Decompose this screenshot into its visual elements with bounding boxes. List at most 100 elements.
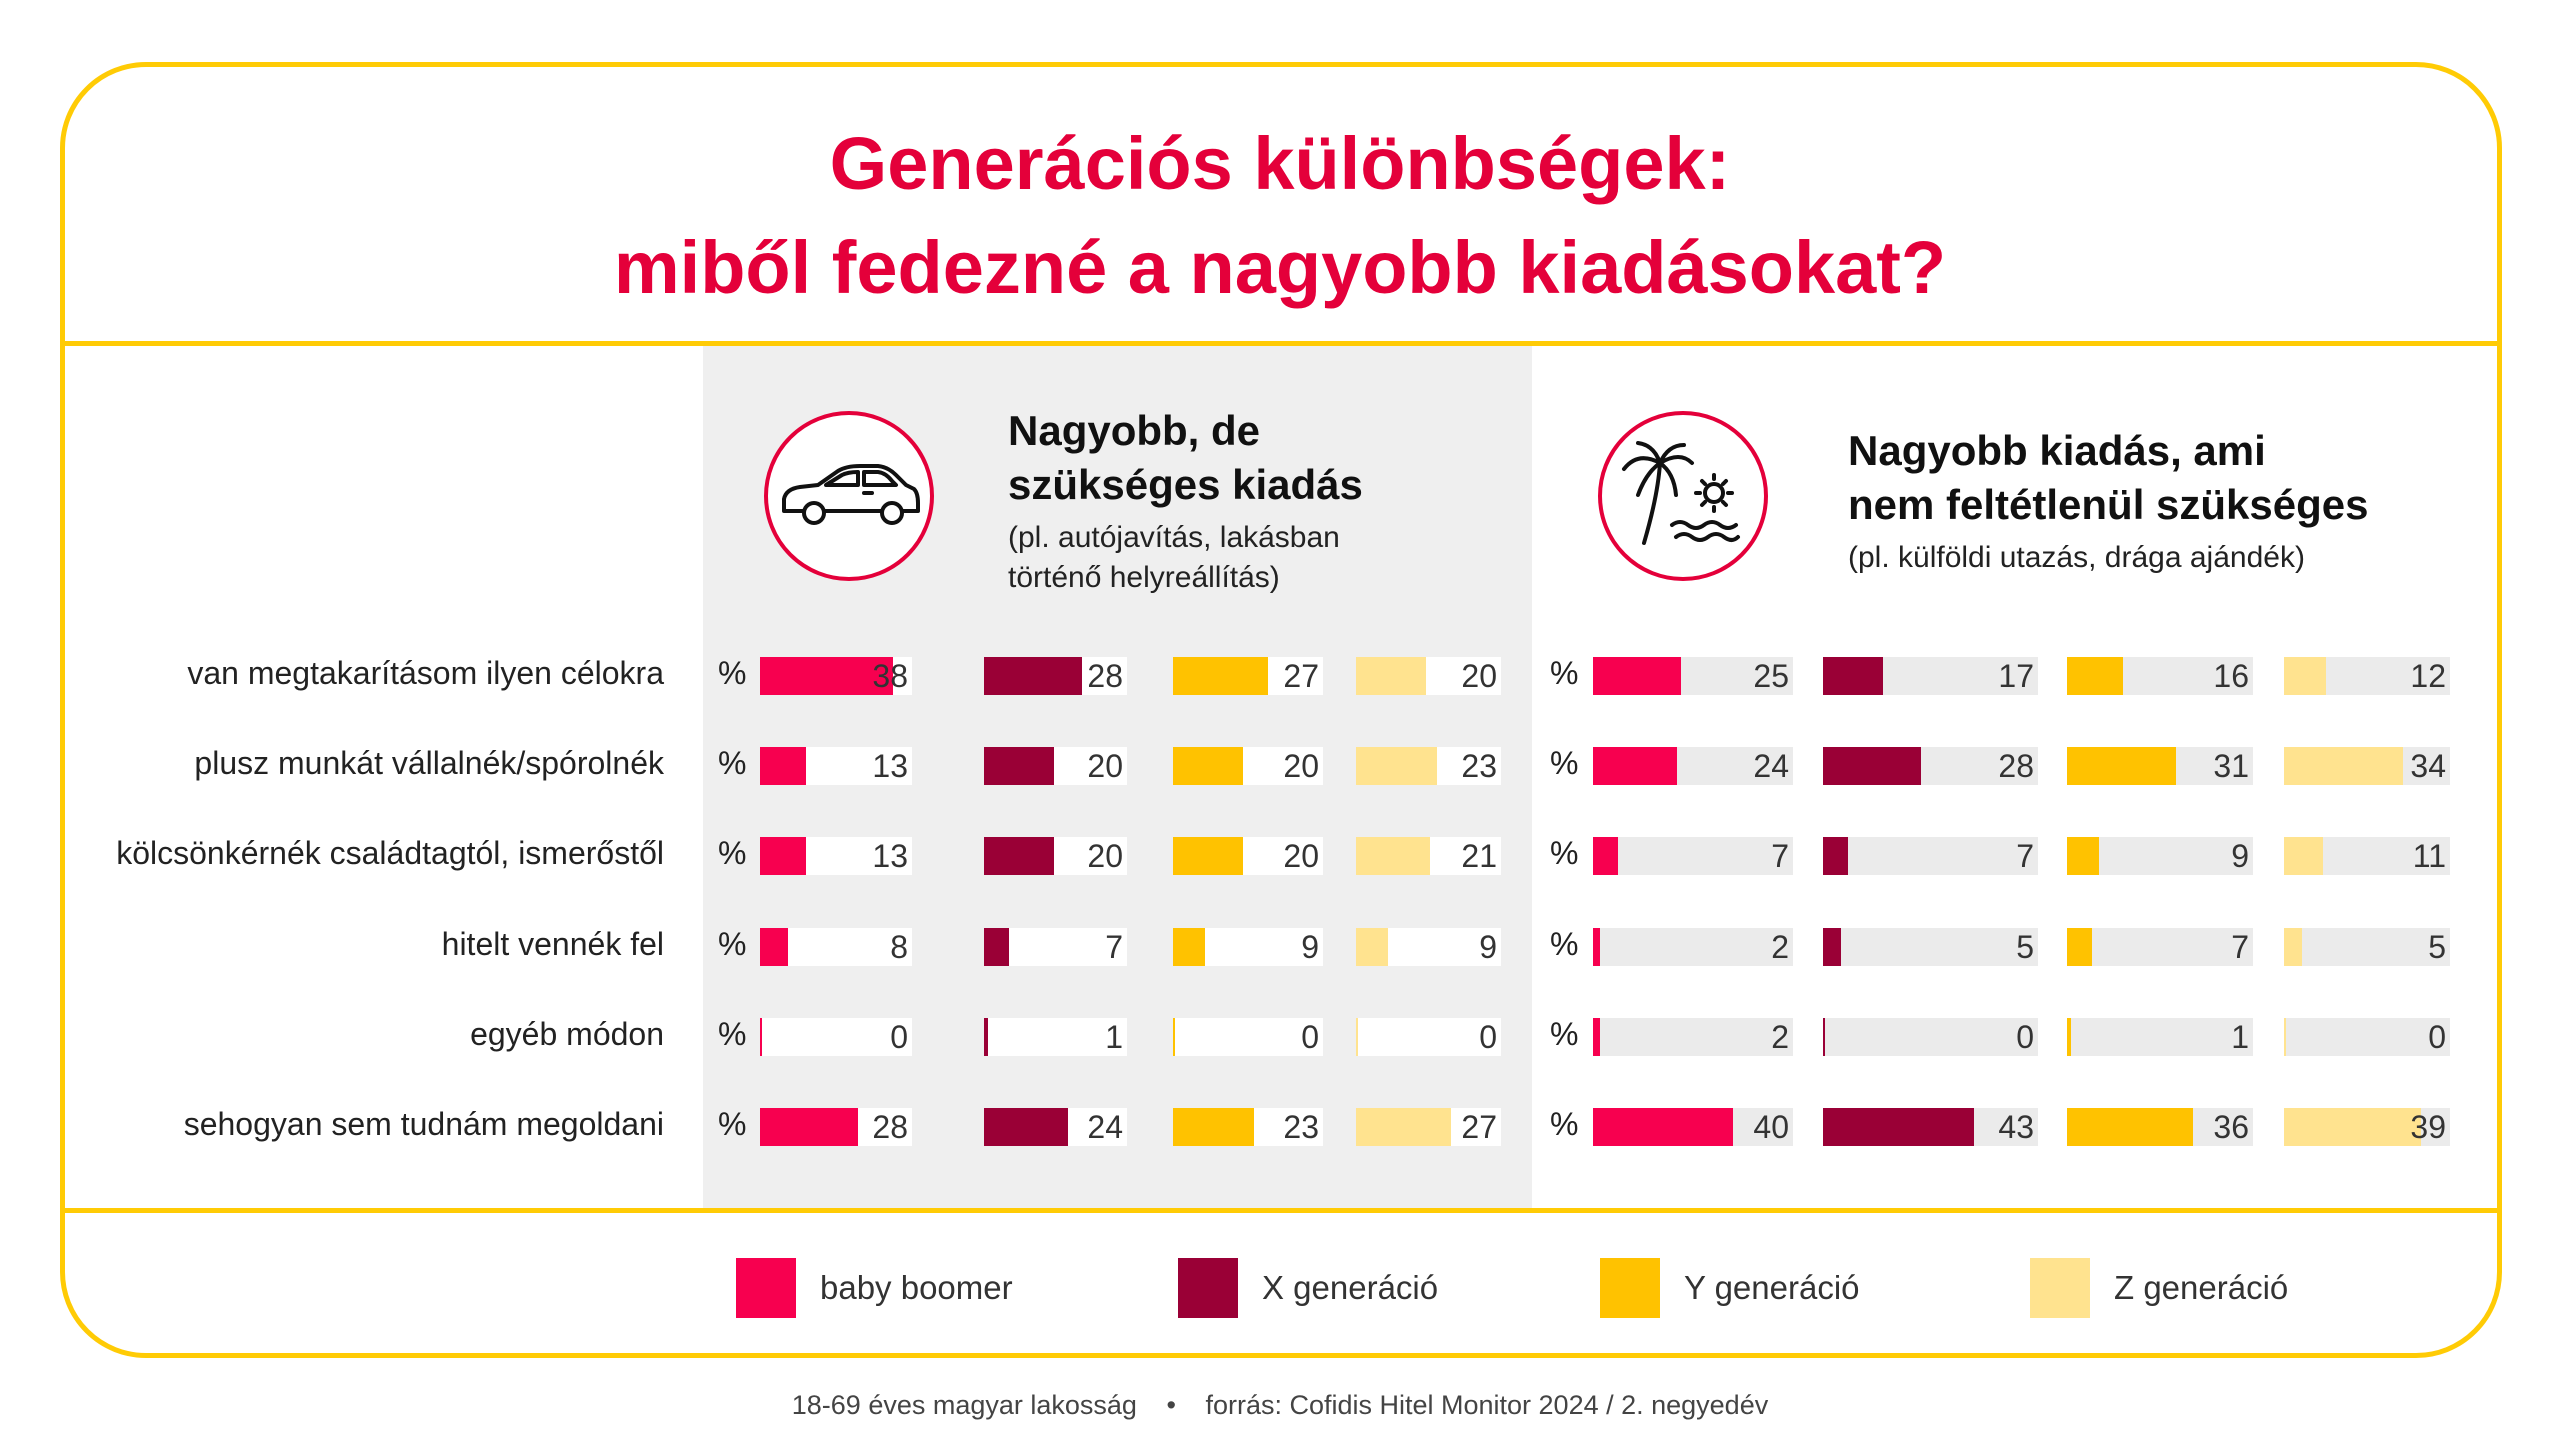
- data-label: 12: [2410, 658, 2446, 694]
- bar-track: 20: [1356, 657, 1501, 695]
- bar-track: 28: [984, 657, 1127, 695]
- data-label: 28: [1087, 658, 1123, 694]
- data-label: 25: [1753, 658, 1789, 694]
- data-label: 7: [1105, 929, 1123, 965]
- bar: [2284, 1108, 2421, 1146]
- bar: [1823, 657, 1883, 695]
- bar-track: 24: [984, 1108, 1127, 1146]
- data-label: 7: [1771, 838, 1789, 874]
- data-label: 36: [2213, 1109, 2249, 1145]
- data-label: 11: [2412, 838, 2446, 874]
- data-label: 23: [1283, 1109, 1319, 1145]
- bar: [1593, 1108, 1733, 1146]
- percent-sign: %: [718, 835, 747, 871]
- car-icon-circle: [764, 411, 934, 581]
- bar: [1823, 1108, 1974, 1146]
- bar: [760, 657, 893, 695]
- bar: [760, 928, 788, 966]
- footer: 18-69 éves magyar lakosság • forrás: Cof…: [0, 1390, 2560, 1421]
- percent-sign: %: [718, 926, 747, 962]
- data-label: 7: [2016, 838, 2034, 874]
- data-label: 28: [1998, 748, 2034, 784]
- page-title: Generációs különbségek: miből fedezné a …: [0, 112, 2560, 320]
- bar-track: 7: [1593, 837, 1793, 875]
- data-label: 0: [890, 1019, 908, 1055]
- data-label: 40: [1753, 1109, 1789, 1145]
- bar: [2284, 837, 2323, 875]
- legend-label: Y generáció: [1684, 1269, 1860, 1306]
- bar: [984, 747, 1054, 785]
- data-label: 43: [1998, 1109, 2034, 1145]
- bar: [1593, 657, 1681, 695]
- data-label: 13: [872, 748, 908, 784]
- data-label: 17: [1998, 658, 2034, 694]
- percent-sign: %: [1550, 1106, 1579, 1142]
- data-label: 0: [1301, 1019, 1319, 1055]
- section-2-title: Nagyobb kiadás, ami nem feltétlenül szük…: [1848, 424, 2548, 532]
- section-2-sub-line-1: (pl. külföldi utazás, drága ajándék): [1848, 541, 2305, 574]
- bar: [2067, 1108, 2193, 1146]
- data-label: 28: [872, 1109, 908, 1145]
- bar-track: 24: [1593, 747, 1793, 785]
- bar-track: 2: [1593, 1018, 1793, 1056]
- bar-track: 27: [1356, 1108, 1501, 1146]
- data-label: 7: [2231, 929, 2249, 965]
- data-label: 24: [1087, 1109, 1123, 1145]
- data-label: 20: [1087, 748, 1123, 784]
- row-label: van megtakarításom ilyen célokra: [187, 655, 664, 691]
- bar: [1823, 1018, 1825, 1056]
- data-label: 13: [872, 838, 908, 874]
- bar: [1173, 928, 1205, 966]
- legend-divider: [60, 1208, 2502, 1213]
- bar-track: 0: [1823, 1018, 2038, 1056]
- percent-sign: %: [1550, 655, 1579, 691]
- data-label: 20: [1283, 838, 1319, 874]
- legend-swatch: [2030, 1258, 2090, 1318]
- data-label: 5: [2016, 929, 2034, 965]
- bar-track: 0: [2284, 1018, 2450, 1056]
- legend-swatch: [1600, 1258, 1660, 1318]
- bar-track: 25: [1593, 657, 1793, 695]
- bar: [2067, 657, 2123, 695]
- data-label: 9: [1301, 929, 1319, 965]
- section-2-title-line-1: Nagyobb kiadás, ami: [1848, 427, 2266, 474]
- bar: [984, 657, 1082, 695]
- section-1-title-line-2: szükséges kiadás: [1008, 461, 1363, 508]
- data-label: 9: [1479, 929, 1497, 965]
- data-label: 20: [1461, 658, 1497, 694]
- bar-track: 5: [2284, 928, 2450, 966]
- bar-track: 13: [760, 837, 912, 875]
- bar: [1356, 657, 1426, 695]
- bar-track: 5: [1823, 928, 2038, 966]
- data-label: 2: [1771, 1019, 1789, 1055]
- data-label: 5: [2428, 929, 2446, 965]
- bar: [1593, 837, 1618, 875]
- bar: [1356, 747, 1437, 785]
- bar-track: 36: [2067, 1108, 2253, 1146]
- bar: [1356, 1108, 1451, 1146]
- bar-track: 8: [760, 928, 912, 966]
- bar-track: 7: [2067, 928, 2253, 966]
- header-divider: [60, 341, 2502, 346]
- bar: [984, 1018, 988, 1056]
- bar-track: 9: [1173, 928, 1323, 966]
- bar: [760, 747, 806, 785]
- bar: [2284, 747, 2403, 785]
- data-label: 31: [2213, 748, 2249, 784]
- legend-label: Z generáció: [2114, 1269, 2289, 1306]
- bar-track: 9: [1356, 928, 1501, 966]
- bar: [2067, 837, 2099, 875]
- data-label: 0: [1479, 1019, 1497, 1055]
- bar: [1823, 837, 1848, 875]
- data-label: 20: [1283, 748, 1319, 784]
- row-label: kölcsönkérnék családtagtól, ismerőstől: [116, 835, 664, 871]
- row-label: hitelt vennék fel: [441, 926, 664, 962]
- bar-track: 20: [984, 837, 1127, 875]
- bar-track: 1: [984, 1018, 1127, 1056]
- bar: [2284, 1018, 2286, 1056]
- car-icon: [782, 464, 920, 525]
- bar: [2284, 657, 2326, 695]
- bar-track: 31: [2067, 747, 2253, 785]
- bar-track: 39: [2284, 1108, 2450, 1146]
- bar-track: 7: [984, 928, 1127, 966]
